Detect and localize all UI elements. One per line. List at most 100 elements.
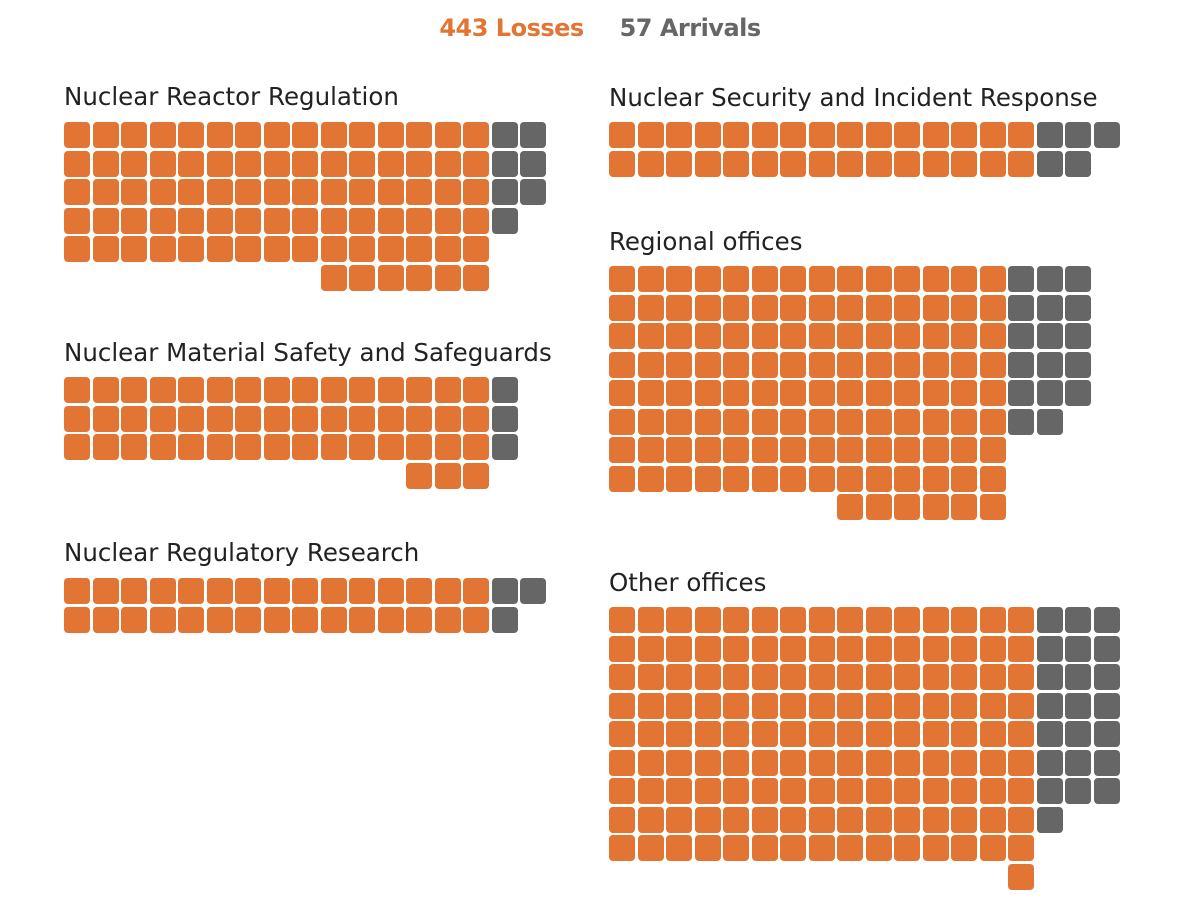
loss-tile <box>64 434 90 460</box>
loss-tile <box>808 806 835 833</box>
loss-tile <box>922 266 949 292</box>
loss-tile <box>808 635 835 662</box>
loss-tile <box>377 207 404 234</box>
loss-tile <box>780 749 806 776</box>
loss-tile <box>609 323 635 349</box>
loss-tile <box>922 380 949 406</box>
loss-tile <box>666 749 692 776</box>
loss-tile <box>235 207 261 234</box>
loss-tile <box>320 179 347 205</box>
loss-tile <box>837 323 863 349</box>
loss-tile <box>751 294 778 321</box>
loss-tile <box>349 264 375 291</box>
loss-tile <box>723 635 749 662</box>
loss-tile <box>666 635 692 662</box>
panel-title: Nuclear Security and Incident Response <box>609 83 1098 112</box>
loss-tile <box>951 323 977 349</box>
loss-tile <box>694 266 721 292</box>
loss-tile <box>92 236 119 262</box>
loss-tile <box>121 578 147 604</box>
loss-tile <box>979 835 1006 861</box>
loss-tile <box>178 606 204 633</box>
loss-tile <box>666 351 692 378</box>
loss-tile <box>349 377 375 403</box>
loss-tile <box>723 150 749 177</box>
loss-tile <box>979 778 1006 804</box>
loss-tile <box>406 578 432 604</box>
loss-tile <box>694 778 721 804</box>
loss-tile <box>894 323 920 349</box>
loss-tile <box>979 692 1006 719</box>
legend: 443 Losses 57 Arrivals <box>0 14 1200 42</box>
loss-tile <box>694 635 721 662</box>
loss-tile <box>723 607 749 633</box>
loss-tile <box>951 664 977 690</box>
loss-tile <box>149 150 176 177</box>
loss-tile <box>894 351 920 378</box>
arrival-tile <box>1036 122 1063 148</box>
loss-tile <box>751 323 778 349</box>
loss-tile <box>121 150 147 177</box>
loss-tile <box>751 351 778 378</box>
loss-tile <box>349 236 375 262</box>
loss-tile <box>723 835 749 861</box>
loss-tile <box>723 465 749 492</box>
loss-tile <box>837 351 863 378</box>
loss-tile <box>979 380 1006 406</box>
loss-tile <box>694 380 721 406</box>
loss-tile <box>64 207 90 234</box>
loss-tile <box>406 236 432 262</box>
loss-tile <box>837 635 863 662</box>
arrival-tile <box>1008 351 1034 378</box>
arrival-tile <box>1036 380 1063 406</box>
loss-tile <box>723 380 749 406</box>
loss-tile <box>951 721 977 747</box>
loss-tile <box>406 405 432 432</box>
loss-tile <box>808 692 835 719</box>
loss-tile <box>922 351 949 378</box>
loss-tile <box>235 122 261 148</box>
loss-tile <box>837 266 863 292</box>
loss-tile <box>206 578 233 604</box>
loss-tile <box>808 721 835 747</box>
loss-tile <box>206 207 233 234</box>
loss-tile <box>320 236 347 262</box>
loss-tile <box>751 122 778 148</box>
loss-tile <box>751 408 778 435</box>
loss-tile <box>979 664 1006 690</box>
arrival-tile <box>491 578 518 604</box>
arrival-tile <box>1065 692 1091 719</box>
loss-tile <box>434 207 461 234</box>
loss-tile <box>121 434 147 460</box>
loss-tile <box>808 294 835 321</box>
loss-tile <box>463 122 489 148</box>
loss-tile <box>609 664 635 690</box>
loss-tile <box>349 150 375 177</box>
loss-tile <box>922 692 949 719</box>
loss-tile <box>951 494 977 520</box>
arrival-tile <box>1036 806 1063 833</box>
loss-tile <box>320 434 347 460</box>
loss-tile <box>178 122 204 148</box>
loss-tile <box>349 578 375 604</box>
arrival-tile <box>491 150 518 177</box>
loss-tile <box>751 607 778 633</box>
loss-tile <box>377 434 404 460</box>
loss-tile <box>434 606 461 633</box>
arrival-tile <box>1036 778 1063 804</box>
loss-tile <box>894 749 920 776</box>
loss-tile <box>149 606 176 633</box>
arrival-tile <box>1036 635 1063 662</box>
loss-tile <box>894 806 920 833</box>
loss-tile <box>434 179 461 205</box>
loss-tile <box>609 122 635 148</box>
loss-tile <box>922 294 949 321</box>
arrival-tile <box>1036 607 1063 633</box>
loss-tile <box>979 294 1006 321</box>
loss-tile <box>922 437 949 463</box>
loss-tile <box>377 377 404 403</box>
loss-tile <box>149 207 176 234</box>
loss-tile <box>865 266 892 292</box>
loss-tile <box>922 835 949 861</box>
loss-tile <box>837 835 863 861</box>
